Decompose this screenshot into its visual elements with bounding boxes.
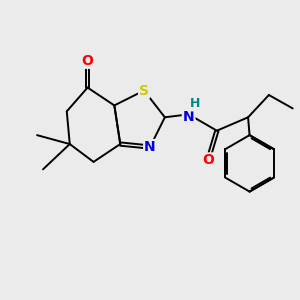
Text: N: N [183,110,194,124]
Text: O: O [82,54,94,68]
Text: S: S [139,84,149,98]
Text: N: N [144,140,156,154]
Text: H: H [190,98,200,110]
Text: O: O [202,153,214,167]
